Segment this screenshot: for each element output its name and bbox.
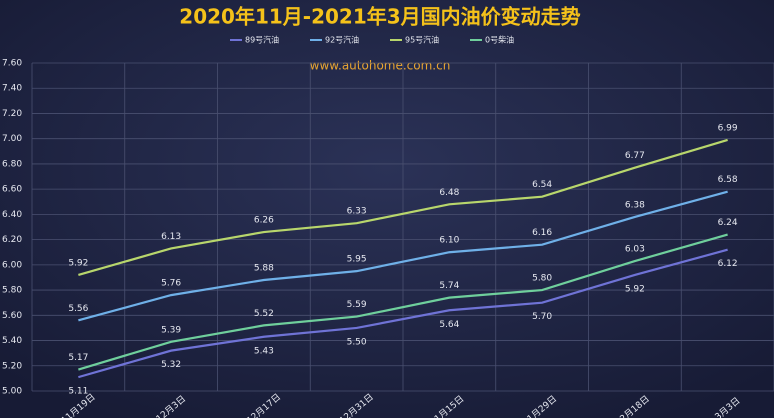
data-label: 6.03: [625, 245, 645, 255]
data-label: 6.24: [718, 218, 738, 228]
data-label: 5.64: [439, 320, 459, 330]
data-label: 6.33: [347, 207, 367, 217]
data-label: 5.11: [68, 387, 88, 397]
data-label: 5.74: [439, 281, 459, 291]
series-line: [78, 233, 728, 371]
y-tick-label: 7.60: [2, 59, 22, 69]
y-tick-label: 6.40: [2, 210, 22, 220]
data-label: 5.32: [161, 360, 181, 370]
data-label: 5.17: [68, 353, 88, 363]
legend-label: 89号汽油: [245, 35, 279, 45]
y-tick-label: 6.60: [2, 185, 22, 195]
data-label: 6.38: [625, 200, 645, 210]
data-label: 6.58: [718, 175, 738, 185]
data-label: 5.76: [161, 279, 181, 289]
data-label: 5.88: [254, 263, 274, 273]
data-label: 5.59: [347, 300, 367, 310]
y-tick-label: 5.20: [2, 361, 22, 371]
chart-title: 2020年11月-2021年3月国内油价变动走势: [179, 5, 580, 29]
data-label: 6.54: [532, 180, 552, 190]
data-label: 5.52: [254, 309, 274, 319]
data-label: 5.70: [532, 312, 552, 322]
data-label: 6.77: [625, 151, 645, 161]
data-label: 6.26: [254, 216, 274, 226]
y-tick-label: 5.00: [2, 387, 22, 397]
data-label: 6.12: [718, 259, 738, 269]
data-label: 6.16: [532, 228, 552, 238]
data-label: 6.99: [718, 123, 738, 133]
y-tick-label: 5.60: [2, 311, 22, 321]
data-label: 5.56: [68, 304, 88, 314]
y-tick-label: 6.00: [2, 260, 22, 270]
data-label: 5.92: [68, 258, 88, 268]
watermark: www.autohome.com.cn: [310, 59, 451, 73]
y-tick-label: 6.20: [2, 235, 22, 245]
data-label: 6.13: [161, 232, 181, 242]
data-label: 5.50: [347, 337, 367, 347]
y-tick-label: 6.80: [2, 159, 22, 169]
data-label: 5.95: [347, 255, 367, 265]
series-line: [78, 138, 728, 276]
legend-label: 0号柴油: [485, 35, 514, 45]
data-label: 5.92: [625, 284, 645, 294]
series-line: [78, 190, 728, 322]
data-label: 6.48: [439, 188, 459, 198]
y-tick-label: 5.40: [2, 336, 22, 346]
legend-label: 95号汽油: [405, 35, 439, 45]
data-label: 5.43: [254, 346, 274, 356]
data-label: 6.10: [439, 236, 459, 246]
y-tick-label: 7.20: [2, 109, 22, 119]
y-tick-label: 7.00: [2, 134, 22, 144]
legend-label: 92号汽油: [325, 35, 359, 45]
series-line: [78, 248, 728, 379]
data-label: 5.80: [532, 274, 552, 284]
y-tick-label: 5.80: [2, 286, 22, 296]
y-tick-label: 7.40: [2, 84, 22, 94]
data-label: 5.39: [161, 325, 181, 335]
